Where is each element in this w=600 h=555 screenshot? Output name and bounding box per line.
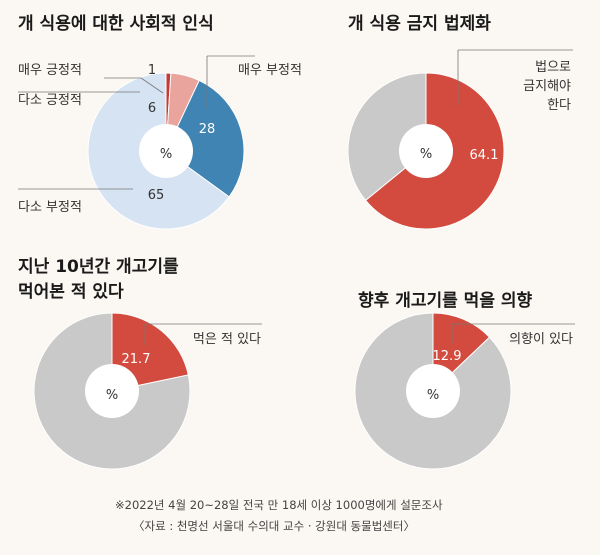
chart1-pie <box>87 72 245 230</box>
chart1-value-somewhat-negative: 65 <box>148 188 165 203</box>
chart1-label-very-negative: 매우 부정적 <box>238 63 302 78</box>
chart1-value-very-positive: 1 <box>148 63 156 78</box>
chart2-title: 개 식용 금지 법제화 <box>348 14 491 34</box>
chart3-slice-0 <box>111 312 189 392</box>
chart4-value: 12.9 <box>433 349 462 364</box>
chart1-leader-very-positive-2 <box>140 77 164 94</box>
chart2-value: 64.1 <box>470 148 499 163</box>
chart2-label-line2: 금지해야 <box>523 79 571 94</box>
chart3-title-line1: 지난 10년간 개고기를 <box>18 257 179 277</box>
chart1-center-pct: % <box>160 147 172 162</box>
chart-social-perception: 개 식용에 대한 사회적 인식 % 매우 긍정적 1 다소 긍정적 6 매우 부… <box>18 14 302 230</box>
chart1-value-somewhat-positive: 6 <box>148 101 156 116</box>
chart4-donut-hole <box>406 364 460 418</box>
chart2-label-line3: 한다 <box>547 98 571 113</box>
chart-ate-past-10-years: 지난 10년간 개고기를 먹어본 적 있다 % 먹은 적 있다 21.7 <box>18 257 262 470</box>
chart4-label: 의향이 있다 <box>509 332 573 347</box>
chart2-donut-hole <box>399 124 453 178</box>
chart2-center-pct: % <box>420 147 432 162</box>
chart1-slice-2 <box>165 79 245 198</box>
chart1-label-very-positive: 매우 긍정적 <box>18 63 82 78</box>
chart3-donut-hole <box>85 364 139 418</box>
survey-note: ※2022년 4월 20~28일 전국 만 18세 이상 1000명에게 설문조… <box>115 498 443 512</box>
chart1-value-very-negative: 28 <box>199 122 216 137</box>
chart4-center-pct: % <box>427 388 439 403</box>
chart-ban-legislation: 개 식용 금지 법제화 % 법으로 금지해야 한다 64.1 <box>347 14 573 230</box>
chart2-pie <box>347 72 505 230</box>
chart3-title-line2: 먹어본 적 있다 <box>18 282 124 302</box>
chart-future-intent: 향후 개고기를 먹을 의향 % 의향이 있다 12.9 <box>354 290 575 470</box>
chart1-title: 개 식용에 대한 사회적 인식 <box>18 14 214 34</box>
chart1-label-somewhat-positive: 다소 긍정적 <box>18 93 82 108</box>
chart3-pie <box>33 312 191 470</box>
chart1-donut-hole <box>139 124 193 178</box>
chart2-slice-1 <box>347 72 427 202</box>
chart1-label-somewhat-negative: 다소 부정적 <box>18 200 82 215</box>
chart4-pie <box>354 312 512 470</box>
chart2-label-line1: 법으로 <box>535 60 571 75</box>
chart3-center-pct: % <box>106 388 118 403</box>
source-credit: 〈자료 : 천명선 서울대 수의대 교수 · 강원대 동물법센터〉 <box>133 519 415 533</box>
chart4-title: 향후 개고기를 먹을 의향 <box>358 290 533 311</box>
chart3-label: 먹은 적 있다 <box>193 332 261 347</box>
chart3-value: 21.7 <box>122 352 151 367</box>
